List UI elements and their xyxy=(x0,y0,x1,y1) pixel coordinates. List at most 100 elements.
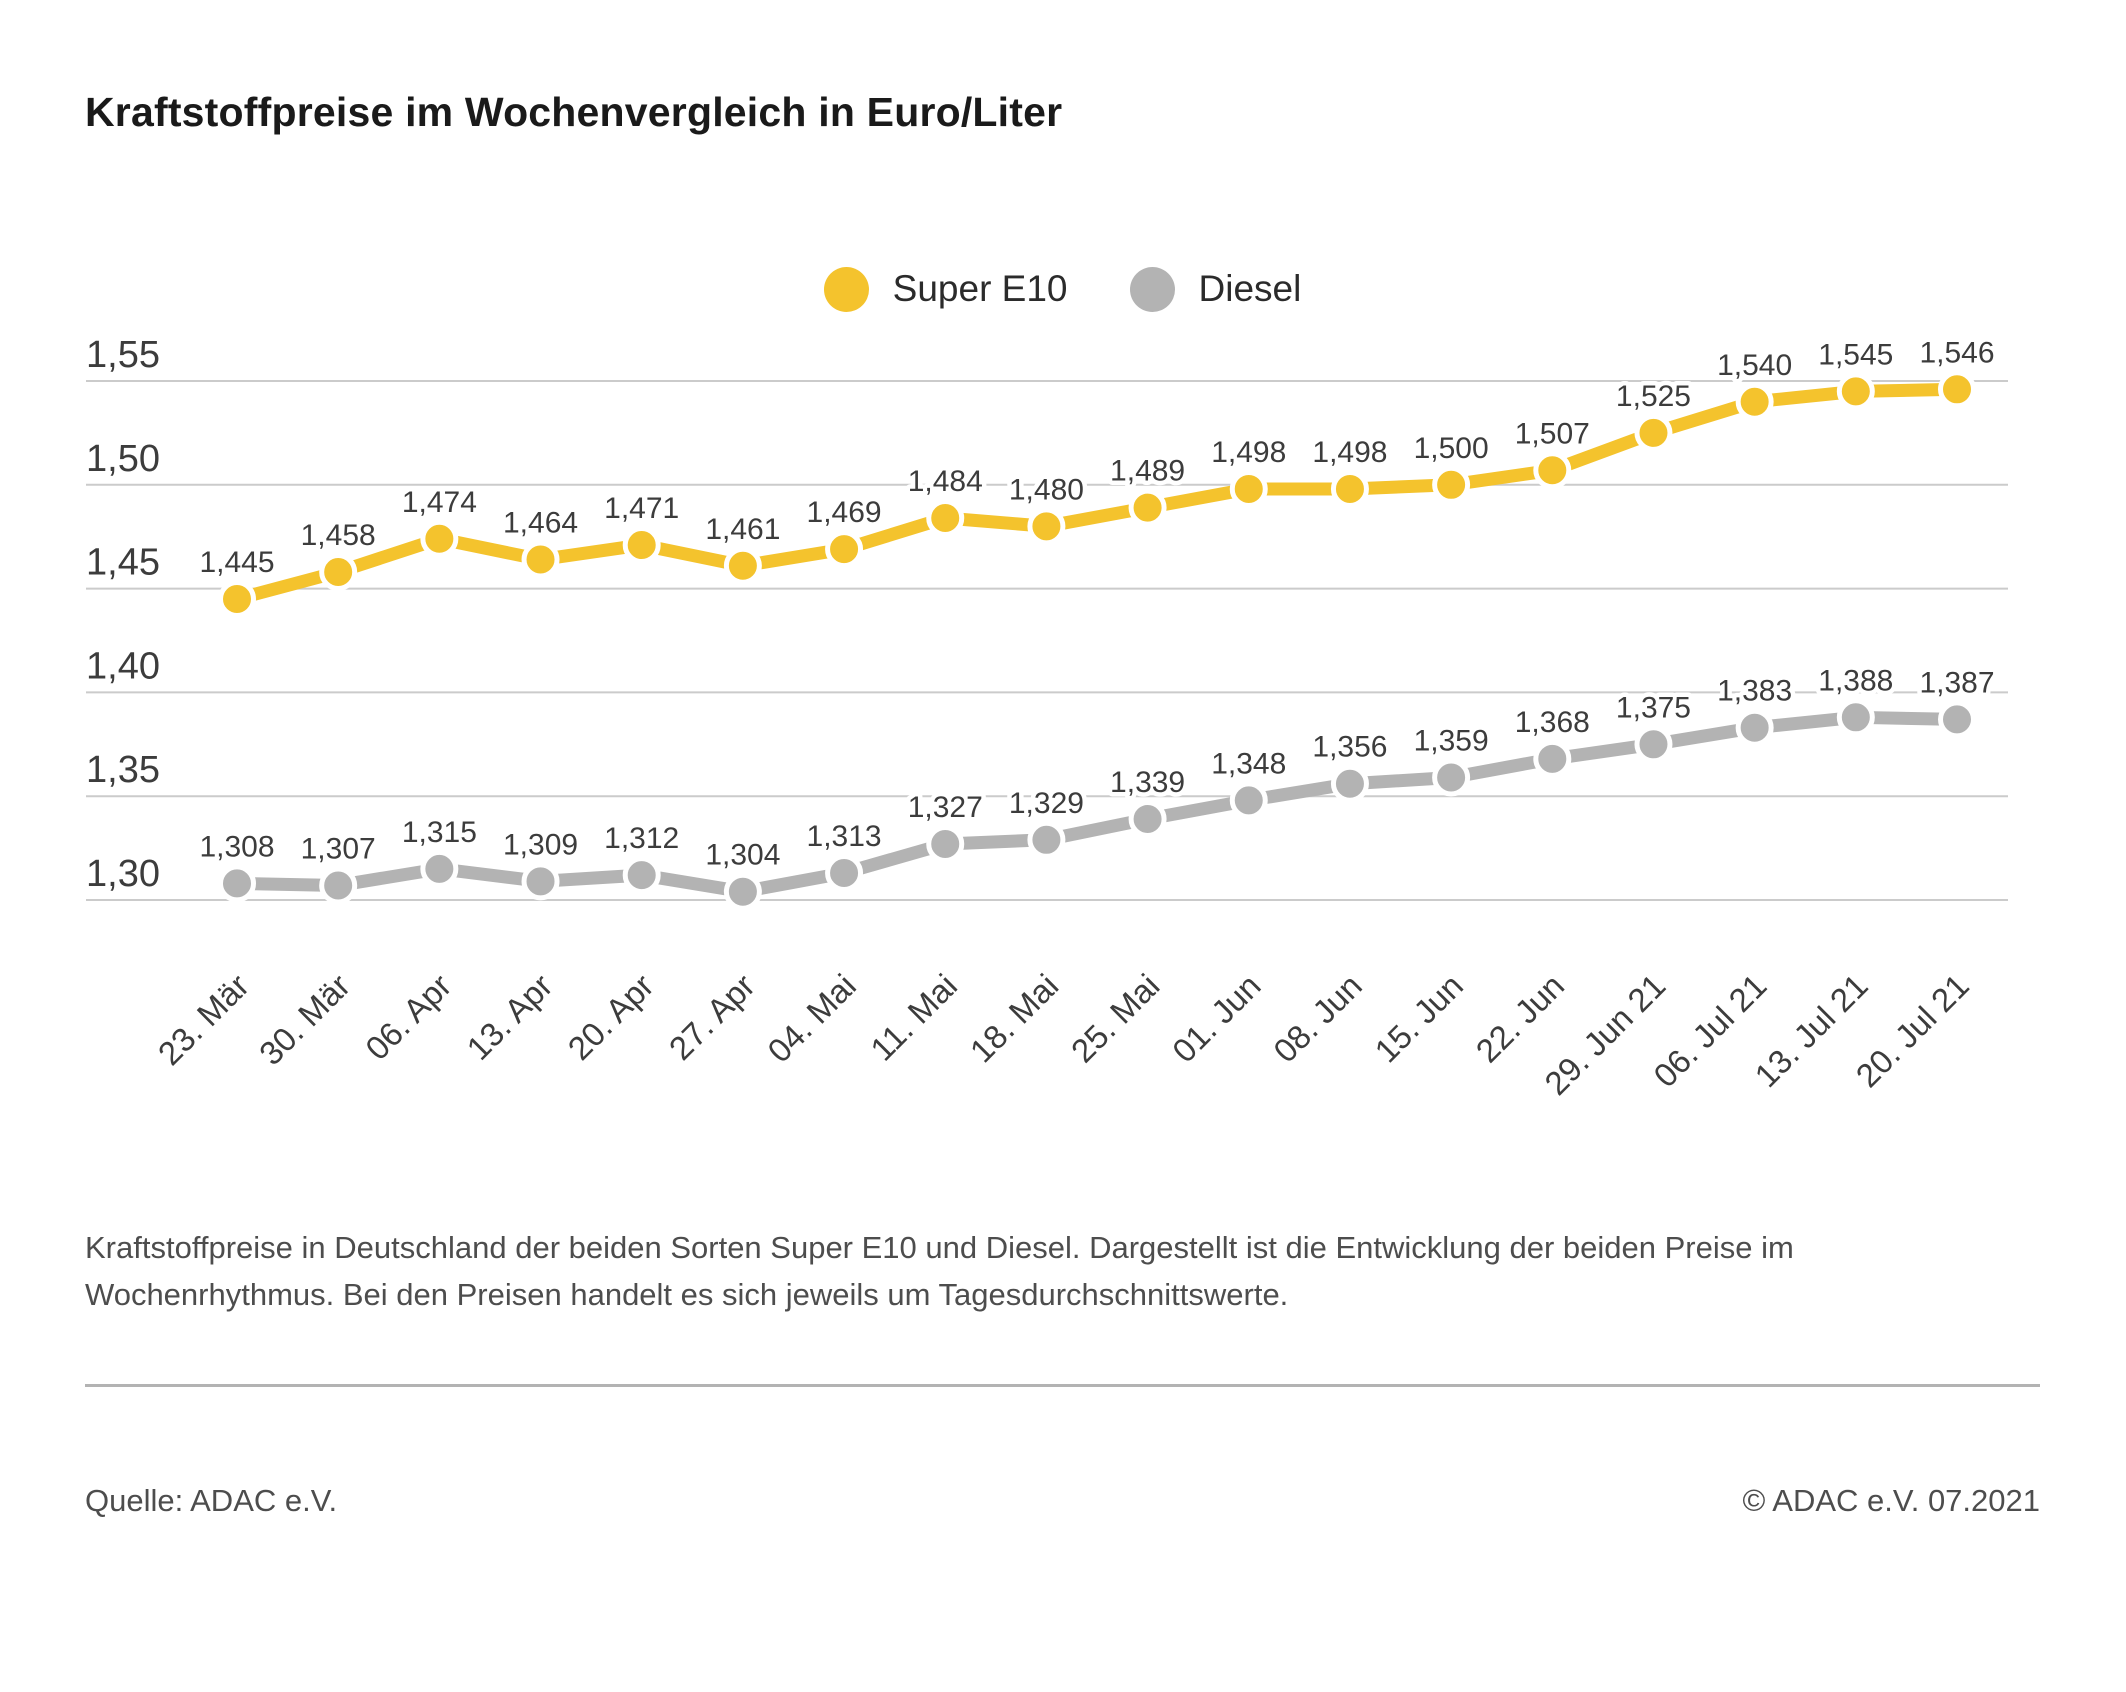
x-axis-tick-label: 30. Mär xyxy=(252,967,357,1072)
data-point-value-label: 1,348 xyxy=(1211,747,1286,780)
legend-dot-super-e10-icon xyxy=(823,266,869,312)
source-text: Quelle: ADAC e.V. xyxy=(85,1483,338,1518)
data-point-dot xyxy=(218,864,256,903)
data-point-dot xyxy=(723,872,762,911)
data-point-dot xyxy=(420,849,459,888)
legend-label-diesel: Diesel xyxy=(1198,268,1302,309)
data-point-value-label: 1,387 xyxy=(1919,666,1994,699)
data-point-dot xyxy=(1229,781,1268,820)
legend-item-diesel: Diesel xyxy=(1129,266,1302,312)
footer-divider xyxy=(85,1384,2040,1387)
data-point-dot xyxy=(1533,739,1572,778)
x-axis-tick-label: 18. Mai xyxy=(963,967,1066,1070)
data-point-dot xyxy=(521,540,560,579)
chart-description-line-2: Wochenrhythmus. Bei den Preisen handelt … xyxy=(85,1277,1289,1312)
x-axis-tick-label: 22. Jun xyxy=(1469,967,1572,1070)
data-point-value-label: 1,339 xyxy=(1110,766,1185,799)
data-point-dot xyxy=(1027,820,1066,859)
y-axis-tick-label: 1,55 xyxy=(86,334,160,376)
data-point-value-label: 1,498 xyxy=(1211,436,1286,469)
y-axis-tick-label: 1,40 xyxy=(86,645,160,687)
data-point-value-label: 1,471 xyxy=(604,492,679,525)
data-point-value-label: 1,500 xyxy=(1414,432,1489,465)
data-point-value-label: 1,489 xyxy=(1110,455,1185,488)
x-axis-tick-label: 23. Mär xyxy=(151,967,256,1072)
data-point-value-label: 1,327 xyxy=(908,791,983,824)
data-point-dot xyxy=(1330,469,1369,508)
data-point-value-label: 1,368 xyxy=(1515,706,1590,739)
data-point-value-label: 1,308 xyxy=(199,830,274,863)
data-point-dot xyxy=(1938,700,1976,739)
data-point-value-label: 1,383 xyxy=(1717,675,1792,708)
data-point-dot xyxy=(1432,758,1471,797)
data-point-dot xyxy=(723,546,762,585)
data-point-value-label: 1,480 xyxy=(1009,473,1084,506)
series-line-diesel xyxy=(236,710,1958,899)
data-point-dot xyxy=(1836,698,1875,737)
data-point-value-label: 1,507 xyxy=(1515,417,1590,450)
data-point-value-label: 1,540 xyxy=(1717,349,1792,382)
data-point-dot xyxy=(622,526,661,565)
chart-legend: Super E10 Diesel xyxy=(85,264,2040,314)
footer-row: Quelle: ADAC e.V. © ADAC e.V. 07.2021 xyxy=(85,1483,2040,1519)
data-point-dot xyxy=(521,862,560,901)
data-point-value-label: 1,461 xyxy=(705,513,780,546)
series-line-super-e10 xyxy=(235,382,1958,606)
data-point-dot xyxy=(1027,507,1066,546)
data-point-value-label: 1,484 xyxy=(908,465,983,498)
data-point-dot xyxy=(1836,372,1875,411)
legend-dot-diesel-icon xyxy=(1129,266,1175,312)
data-point-dot xyxy=(926,499,965,538)
chart-description-line-1: Kraftstoffpreise in Deutschland der beid… xyxy=(85,1230,1794,1265)
data-point-dot xyxy=(825,530,864,569)
data-point-dot xyxy=(1229,469,1268,508)
y-axis-tick-label: 1,50 xyxy=(86,438,160,480)
data-point-dot xyxy=(1938,370,1976,409)
data-point-value-label: 1,359 xyxy=(1414,725,1489,758)
data-point-dot xyxy=(1735,708,1774,747)
data-point-dot xyxy=(319,866,358,905)
data-point-dot xyxy=(622,856,661,895)
legend-label-super-e10: Super E10 xyxy=(892,268,1068,309)
data-point-dot xyxy=(319,552,358,591)
data-point-value-label: 1,375 xyxy=(1616,691,1691,724)
data-point-value-label: 1,309 xyxy=(503,828,578,861)
data-point-value-label: 1,304 xyxy=(705,839,780,872)
data-point-dot xyxy=(1432,465,1471,504)
data-point-value-label: 1,545 xyxy=(1818,338,1893,371)
x-axis-tick-label: 08. Jun xyxy=(1266,967,1369,1070)
x-axis-tick-label: 27. Apr xyxy=(662,967,762,1067)
data-point-dot xyxy=(420,519,459,558)
data-point-dot xyxy=(926,824,965,863)
x-axis-tick-label: 06. Apr xyxy=(358,967,458,1067)
x-axis-tick-label: 11. Mai xyxy=(863,967,964,1068)
data-point-value-label: 1,307 xyxy=(301,832,376,865)
data-point-dot xyxy=(1330,764,1369,803)
data-point-value-label: 1,474 xyxy=(402,486,477,519)
chart-description: Kraftstoffpreise in Deutschland der beid… xyxy=(85,1224,2040,1318)
y-axis-tick-label: 1,30 xyxy=(86,853,160,895)
page-title: Kraftstoffpreise im Wochenvergleich in E… xyxy=(85,89,1063,135)
data-point-dot xyxy=(825,854,864,893)
data-point-dot xyxy=(218,579,256,618)
data-point-value-label: 1,312 xyxy=(604,822,679,855)
data-point-value-label: 1,469 xyxy=(807,496,882,529)
x-axis-tick-label: 25. Mai xyxy=(1064,967,1167,1070)
x-axis-tick-label: 04. Mai xyxy=(760,967,863,1070)
data-point-value-label: 1,313 xyxy=(807,820,882,853)
data-point-value-label: 1,356 xyxy=(1312,731,1387,764)
data-point-value-label: 1,458 xyxy=(301,519,376,552)
data-point-value-label: 1,498 xyxy=(1312,436,1387,469)
data-point-value-label: 1,315 xyxy=(402,816,477,849)
data-point-dot xyxy=(1128,488,1167,527)
data-point-value-label: 1,329 xyxy=(1009,787,1084,820)
data-point-value-label: 1,525 xyxy=(1616,380,1691,413)
x-axis-tick-label: 01. Jun xyxy=(1165,967,1268,1070)
y-axis-tick-label: 1,45 xyxy=(86,542,160,584)
x-axis-tick-label: 13. Apr xyxy=(459,967,559,1067)
data-point-value-label: 1,388 xyxy=(1818,664,1893,697)
copyright-text: © ADAC e.V. 07.2021 xyxy=(1742,1483,2040,1518)
y-axis-tick-label: 1,35 xyxy=(86,749,160,791)
